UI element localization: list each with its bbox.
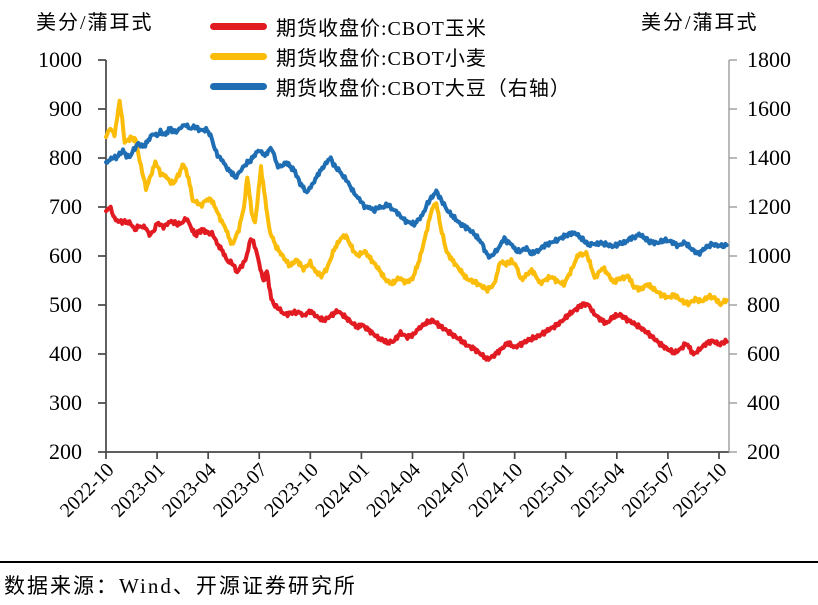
svg-text:600: 600 <box>49 243 82 268</box>
svg-text:2023-07: 2023-07 <box>209 459 272 522</box>
left-axis-title: 美分/蒲耳式 <box>36 12 154 34</box>
svg-text:2023-04: 2023-04 <box>158 459 221 522</box>
svg-text:600: 600 <box>747 341 780 366</box>
svg-text:400: 400 <box>747 390 780 415</box>
corn-line-swatch <box>210 22 267 30</box>
svg-text:2025-07: 2025-07 <box>618 459 681 522</box>
legend-label-soybean: 期货收盘价:CBOT大豆（右轴） <box>276 77 571 100</box>
svg-text:2025-10: 2025-10 <box>669 459 732 522</box>
legend-item-soybean: 期货收盘价:CBOT大豆（右轴） <box>210 71 571 101</box>
legend: 期货收盘价:CBOT玉米 期货收盘价:CBOT小麦 期货收盘价:CBOT大豆（右… <box>210 11 571 101</box>
source-text: 数据来源：Wind、开源证券研究所 <box>4 574 357 598</box>
svg-text:2023-10: 2023-10 <box>260 459 323 522</box>
svg-text:2023-01: 2023-01 <box>107 459 170 522</box>
soybean-line-swatch <box>210 82 267 90</box>
right-axis-title: 美分/蒲耳式 <box>641 12 759 34</box>
svg-text:1600: 1600 <box>747 96 791 121</box>
legend-label-wheat: 期货收盘价:CBOT小麦 <box>276 47 487 70</box>
svg-text:800: 800 <box>49 145 82 170</box>
svg-text:800: 800 <box>747 292 780 317</box>
svg-text:2024-04: 2024-04 <box>362 459 425 522</box>
svg-text:500: 500 <box>49 292 82 317</box>
svg-text:700: 700 <box>49 194 82 219</box>
svg-text:2024-01: 2024-01 <box>311 459 374 522</box>
svg-text:400: 400 <box>49 341 82 366</box>
legend-item-wheat: 期货收盘价:CBOT小麦 <box>210 41 571 71</box>
wheat-line-swatch <box>210 52 267 60</box>
svg-text:2022-10: 2022-10 <box>56 459 119 522</box>
svg-text:200: 200 <box>747 439 780 464</box>
svg-text:2025-01: 2025-01 <box>516 459 579 522</box>
svg-text:2024-07: 2024-07 <box>413 459 476 522</box>
svg-text:300: 300 <box>49 390 82 415</box>
legend-item-corn: 期货收盘价:CBOT玉米 <box>210 11 571 41</box>
svg-text:900: 900 <box>49 96 82 121</box>
svg-text:2024-10: 2024-10 <box>465 459 528 522</box>
svg-text:1000: 1000 <box>38 47 82 72</box>
svg-text:1200: 1200 <box>747 194 791 219</box>
svg-text:1000: 1000 <box>747 243 791 268</box>
svg-text:200: 200 <box>49 439 82 464</box>
svg-text:1400: 1400 <box>747 145 791 170</box>
svg-text:1800: 1800 <box>747 47 791 72</box>
source-note: 数据来源：Wind、开源证券研究所 <box>0 561 818 600</box>
svg-text:2025-04: 2025-04 <box>567 459 630 522</box>
legend-label-corn: 期货收盘价:CBOT玉米 <box>276 17 487 40</box>
